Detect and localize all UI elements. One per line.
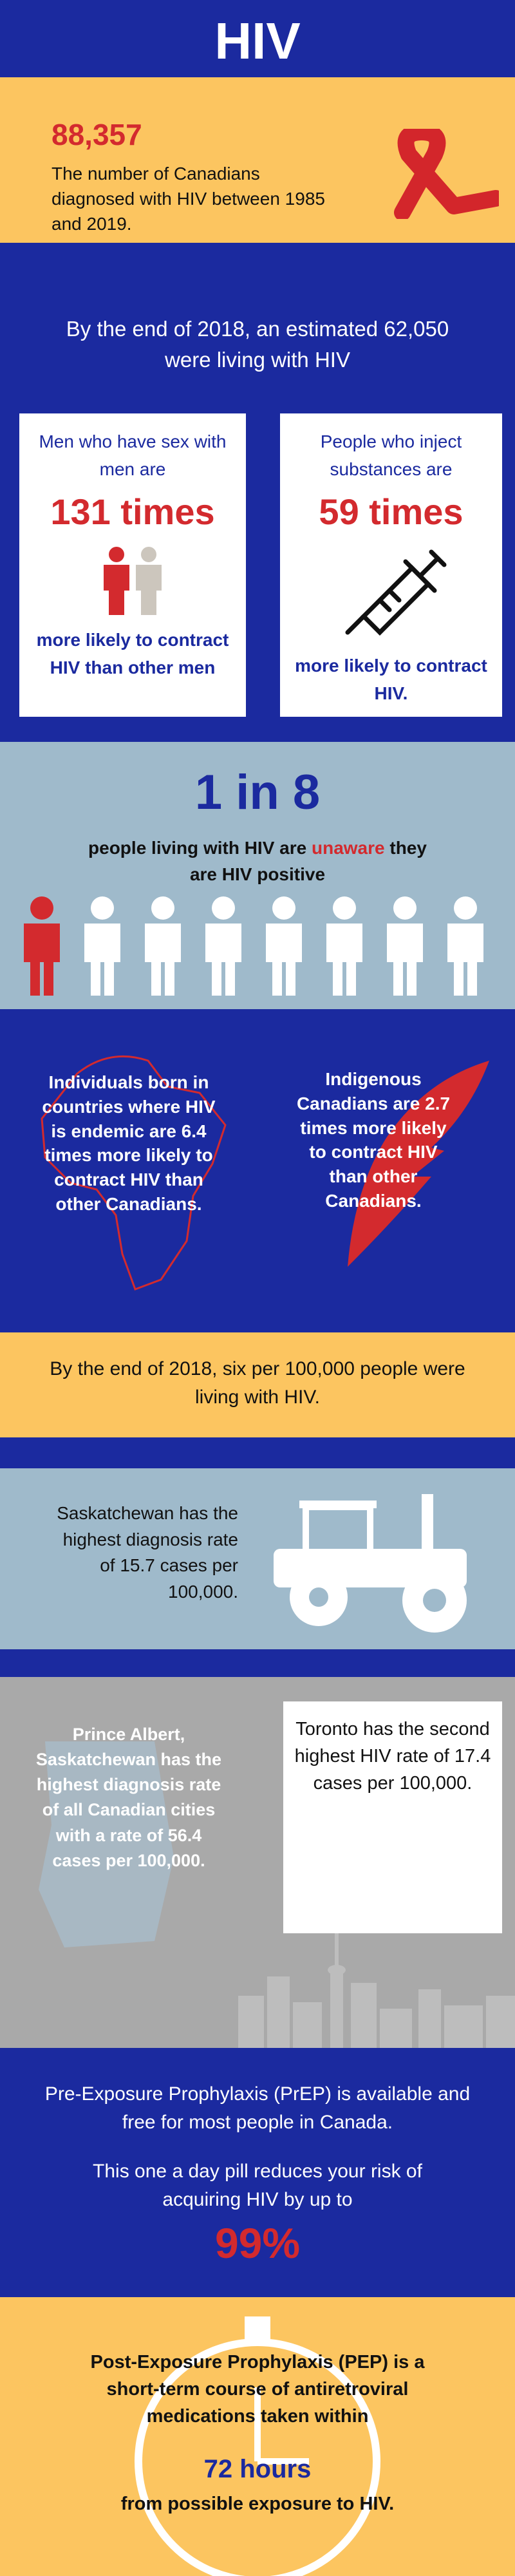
- ribbon-icon: [394, 129, 499, 219]
- pep-text: from possible exposure to HIV.: [120, 2494, 395, 2514]
- rate-text: By the end of 2018, six per 100,000 peop…: [50, 1358, 465, 1408]
- person-icon: [447, 896, 483, 996]
- clock-outline: [135, 2316, 380, 2576]
- card-tail: more likely to contract HIV than other m…: [36, 630, 229, 678]
- prep-figure: 99%: [214, 2219, 301, 2267]
- text-highlight: unaware: [311, 838, 385, 858]
- person-icon: [326, 896, 362, 996]
- header: HIV: [0, 0, 515, 77]
- toronto-card: Toronto has the second highest HIV rate …: [283, 1701, 502, 1933]
- feather-icon: [348, 1061, 489, 1267]
- card-tail: more likely to contract HIV.: [295, 656, 487, 704]
- card: Men who have sex with men are 131 times …: [19, 413, 246, 717]
- map-silhouette: [39, 1741, 174, 1947]
- group-text: Indigenous Canadians are 2.7 times more …: [296, 1069, 451, 1211]
- people-icon: [104, 547, 162, 615]
- big-number: 88,357: [52, 118, 142, 151]
- card-lead: Men who have sex with men are: [39, 431, 227, 480]
- text-part: they are HIV positive: [189, 838, 427, 884]
- person-icon: [24, 896, 60, 996]
- saskatchewan-section: Saskatchewan has the highest diagnosis r…: [0, 1468, 515, 1649]
- card-figure: 59 times: [319, 491, 464, 532]
- rate-section: By the end of 2018, six per 100,000 peop…: [0, 1332, 515, 1437]
- group-text: Individuals born in countries where HIV …: [42, 1072, 216, 1214]
- person-icon: [205, 896, 241, 996]
- estimate-text: By the end of 2018, an estimated 62,050 …: [66, 317, 449, 372]
- toronto-text: Toronto has the second highest HIV rate …: [294, 1719, 491, 1794]
- card: People who inject substances are 59 time…: [280, 413, 502, 717]
- prep-section: Pre-Exposure Prophylaxis (PrEP) is avail…: [0, 2048, 515, 2297]
- syringe-icon: [345, 549, 447, 636]
- prep-reduction: This one a day pill reduces your risk of…: [93, 2161, 422, 2210]
- card-lead: People who inject substances are: [320, 431, 462, 480]
- cities-section: Prince Albert, Saskatchewan has the high…: [0, 1677, 515, 2048]
- saskatchewan-text: Saskatchewan has the highest diagnosis r…: [57, 1503, 238, 1602]
- divider: [0, 1437, 515, 1468]
- pep-text: Post-Exposure Prophylaxis (PEP) is a sho…: [90, 2352, 425, 2427]
- unaware-text: people living with HIV are unaware they …: [77, 835, 438, 887]
- groups-section: Individuals born in countries where HIV …: [0, 1009, 515, 1332]
- body-text: The number of Canadians diagnosed with H…: [52, 164, 325, 234]
- pep-figure: 72 hours: [203, 2455, 312, 2483]
- prep-intro: Pre-Exposure Prophylaxis (PrEP) is avail…: [44, 2083, 471, 2133]
- text-part: people living with HIV are: [88, 838, 312, 858]
- skyline: [238, 1899, 515, 2048]
- people-row: [24, 896, 483, 996]
- big-figure: 1 in 8: [194, 765, 321, 820]
- person-icon: [266, 896, 302, 996]
- prince-albert-text: Prince Albert, Saskatchewan has the high…: [35, 1725, 222, 1870]
- unaware-section: 1 in 8 people living with HIV are unawar…: [0, 742, 515, 1009]
- person-icon: [145, 896, 181, 996]
- person-icon: [84, 896, 120, 996]
- title: HIV: [214, 12, 301, 70]
- person-icon: [387, 896, 423, 996]
- estimate-section: By the end of 2018, an estimated 62,050 …: [0, 243, 515, 742]
- diagnosed-section: 88,357 The number of Canadians diagnosed…: [0, 77, 515, 243]
- card-figure: 131 times: [50, 491, 215, 532]
- tractor-icon: [274, 1494, 467, 1633]
- africa-outline: [41, 1055, 227, 1291]
- pep-section: Post-Exposure Prophylaxis (PEP) is a sho…: [0, 2297, 515, 2576]
- divider: [0, 1649, 515, 1677]
